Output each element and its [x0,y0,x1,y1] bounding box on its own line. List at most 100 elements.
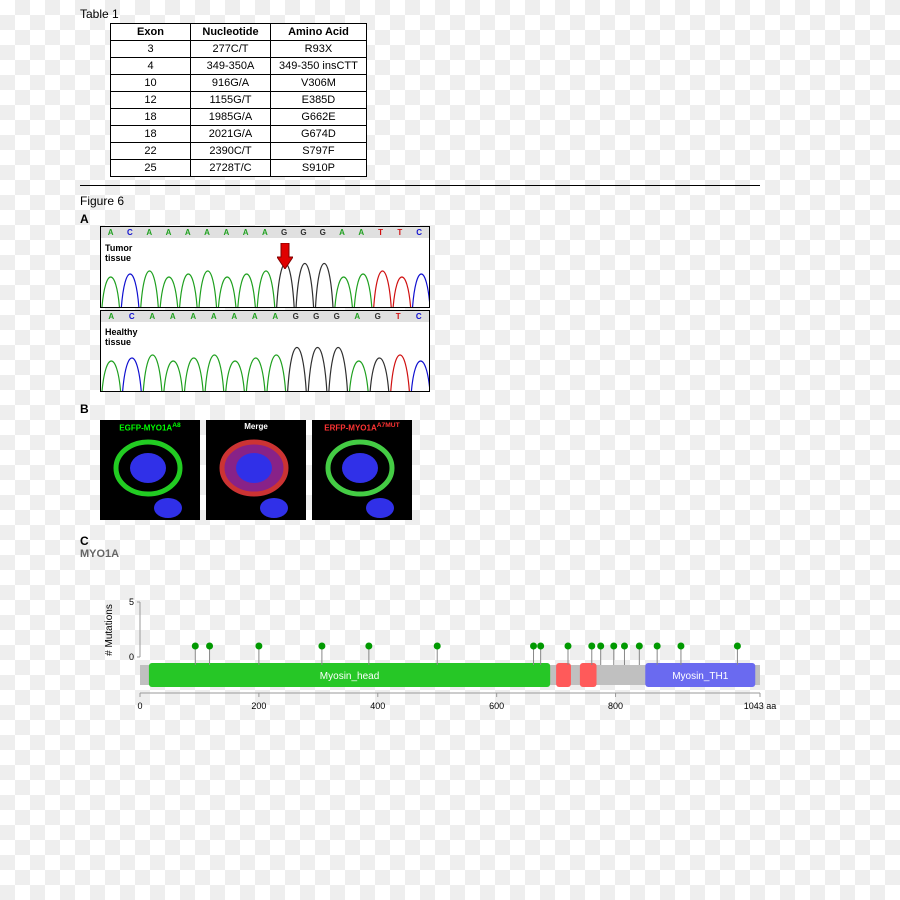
base-letter: A [218,228,234,237]
x-tick: 1043 aa [744,701,777,711]
mutation-lollipop [636,643,643,650]
base-letter: T [390,312,406,321]
base-letter: A [185,312,201,321]
table-title: Table 1 [80,7,780,21]
column-header: Amino Acid [271,24,367,41]
chromatogram: ACAAAAAAAGGGAATTCTumortissue [100,226,430,308]
divider [80,185,760,186]
table-cell: E385D [271,92,367,109]
domain-plot: # Mutations05Myosin_headMyosin_TH1020040… [100,570,780,720]
base-letter: A [238,228,254,237]
table-cell: R93X [271,41,367,58]
base-letter: T [392,228,408,237]
table-cell: V306M [271,75,367,92]
table-cell: S910P [271,160,367,177]
mutation-lollipop [537,643,544,650]
domain-label: Myosin_TH1 [672,671,729,682]
mutation-lollipop [677,643,684,650]
mutation-lollipop [654,643,661,650]
panel-a: A ACAAAAAAAGGGAATTCTumortissueACAAAAAAAG… [80,212,780,392]
y-axis-label: # Mutations [104,604,115,656]
table-cell: 4 [111,58,191,75]
table-row: 181985G/AG662E [111,109,367,126]
table-cell: 3 [111,41,191,58]
base-letter: A [199,228,215,237]
tissue-label: Tumortissue [105,243,132,263]
base-letter: C [122,228,138,237]
base-letter: A [180,228,196,237]
table-cell: 10 [111,75,191,92]
mutation-lollipop [597,643,604,650]
domain-box [556,663,571,687]
base-letter: A [334,228,350,237]
table-cell: 25 [111,160,191,177]
x-tick: 800 [608,701,623,711]
microscopy-label: EGFP-MYO1AA8 [100,422,200,433]
tissue-label: Healthytissue [105,327,138,347]
base-letter: A [353,228,369,237]
microscopy-label: Merge [206,422,306,431]
mutation-lollipop [588,643,595,650]
table-cell: 12 [111,92,191,109]
chromatogram: ACAAAAAAAGGGAGTCHealthytissue [100,310,430,392]
table-row: 10916G/AV306M [111,75,367,92]
base-letter: A [257,228,273,237]
table-row: 121155G/TE385D [111,92,367,109]
y-tick: 5 [129,597,134,607]
figure-title: Figure 6 [80,194,780,208]
y-tick: 0 [129,652,134,662]
x-tick: 0 [137,701,142,711]
panel-c: C MYO1A # Mutations05Myosin_headMyosin_T… [80,534,780,730]
base-letter: C [124,312,140,321]
base-letter: G [288,312,304,321]
table-cell: 22 [111,143,191,160]
panel-b-label: B [80,402,780,416]
table-cell: 916G/A [191,75,271,92]
table-cell: 1985G/A [191,109,271,126]
base-letter: A [349,312,365,321]
mutation-lollipop [564,643,571,650]
base-letter: C [411,312,427,321]
table-cell: 18 [111,109,191,126]
table-row: 182021G/AG674D [111,126,367,143]
base-letter: C [411,228,427,237]
gene-label: MYO1A [80,548,780,560]
panel-b: B EGFP-MYO1AA8 Merge ERFP-MYO1AA7MUT [80,402,780,520]
table-row: 222390C/TS797F [111,143,367,160]
table-cell: 1155G/T [191,92,271,109]
table-cell: 277C/T [191,41,271,58]
base-letter: A [206,312,222,321]
base-letter: G [315,228,331,237]
base-letter: A [103,312,119,321]
domain-box [580,663,597,687]
mutation-table: ExonNucleotideAmino Acid 3277C/TR93X4349… [110,23,367,177]
base-letter: A [267,312,283,321]
table-row: 252728T/CS910P [111,160,367,177]
panel-c-label: C [80,534,780,548]
base-letter: G [370,312,386,321]
microscopy-image: ERFP-MYO1AA7MUT [312,420,412,520]
base-letter: A [165,312,181,321]
base-letter: A [226,312,242,321]
mutation-lollipop [734,643,741,650]
mutation-lollipop [206,643,213,650]
mutation-lollipop [434,643,441,650]
mutation-lollipop [318,643,325,650]
base-letter: A [144,312,160,321]
mutation-lollipop [192,643,199,650]
mutation-lollipop [255,643,262,650]
x-tick: 600 [489,701,504,711]
table-cell: 2390C/T [191,143,271,160]
x-tick: 400 [370,701,385,711]
base-letter: T [373,228,389,237]
table-cell: 349-350A [191,58,271,75]
base-letter: G [329,312,345,321]
table-cell: G662E [271,109,367,126]
base-letter: A [141,228,157,237]
base-letter: G [308,312,324,321]
mutation-lollipop [365,643,372,650]
table-cell: 2728T/C [191,160,271,177]
mutation-arrow-icon [277,243,293,272]
table-cell: G674D [271,126,367,143]
mutation-lollipop [530,643,537,650]
